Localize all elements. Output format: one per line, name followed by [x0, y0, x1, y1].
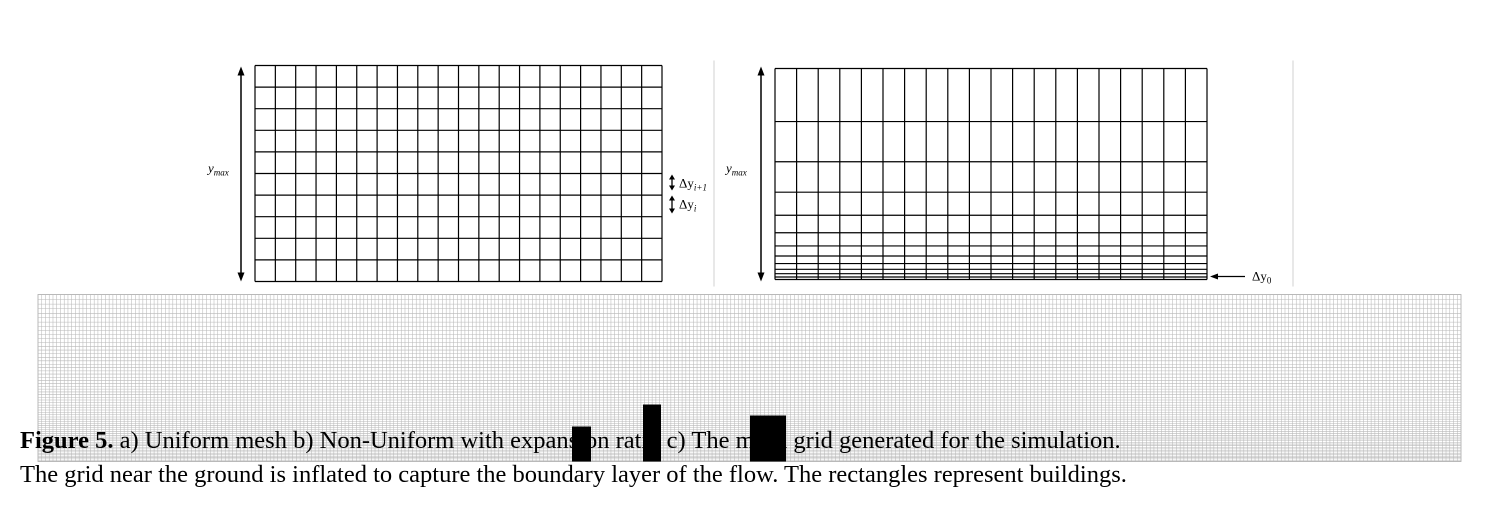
panel-b-nonuniform-mesh: ymax Δy0: [724, 66, 1272, 286]
figure-label: Figure 5.: [20, 427, 114, 454]
panel-a-uniform-mesh: ymax Δyi+1 Δyi: [206, 64, 707, 283]
ymax-arrow-b: [757, 66, 765, 282]
dy-next-label: Δyi+1: [679, 176, 707, 193]
dy0-label: Δy0: [1252, 269, 1272, 286]
dy-arrows: [669, 174, 675, 214]
panel-c-simulation-mesh: [37, 294, 1462, 462]
caption-line-1: Figure 5. a) Uniform mesh b) Non-Uniform…: [20, 424, 1480, 458]
caption-text-1: a) Uniform mesh b) Non-Uniform with expa…: [113, 427, 1121, 454]
uniform-grid: [254, 64, 663, 283]
dy-label: Δyi: [679, 197, 697, 214]
building-3: [750, 415, 786, 462]
simulation-grid: [37, 294, 1462, 462]
ymax-arrow: [237, 66, 245, 282]
ymax-label-a: ymax: [206, 161, 229, 178]
ymax-label-b: ymax: [724, 161, 747, 178]
dy0-arrow: [1210, 273, 1245, 280]
caption-line-2: The grid near the ground is inflated to …: [20, 461, 1127, 488]
nonuniform-grid: [774, 67, 1208, 281]
building-1: [572, 426, 591, 462]
building-2: [643, 404, 661, 462]
figure-caption: Figure 5. a) Uniform mesh b) Non-Uniform…: [20, 424, 1480, 492]
